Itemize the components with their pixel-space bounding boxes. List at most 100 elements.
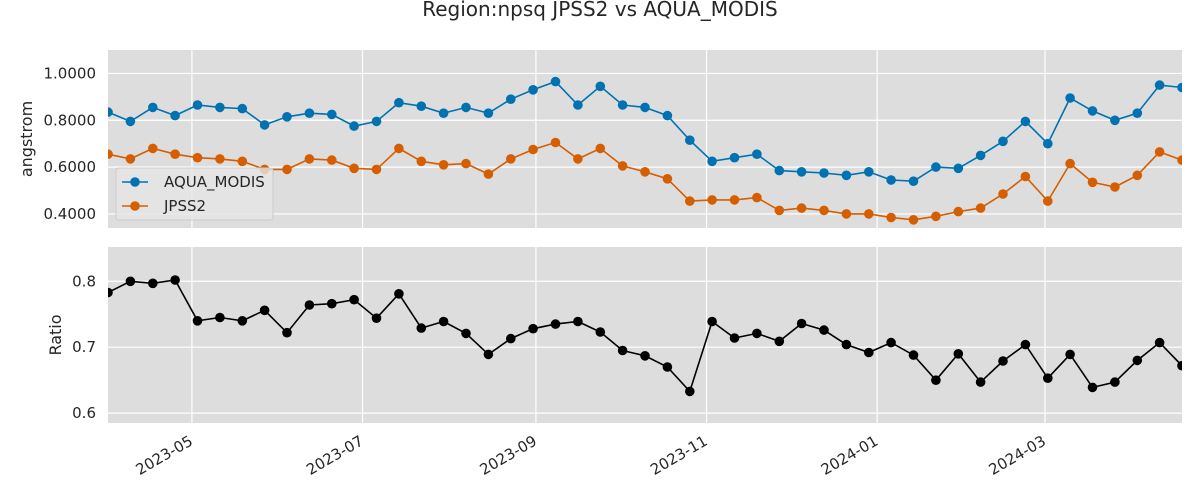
data-point <box>663 174 673 184</box>
data-point <box>685 135 695 145</box>
data-point <box>752 149 762 159</box>
data-point <box>215 154 225 164</box>
data-point <box>596 327 606 337</box>
data-point <box>797 203 807 213</box>
data-point <box>528 145 538 155</box>
data-point <box>372 313 382 323</box>
data-point <box>864 209 874 219</box>
data-point <box>215 313 225 323</box>
data-point <box>1133 108 1143 118</box>
data-point <box>819 206 829 216</box>
y-tick-label: 0.6 <box>72 404 96 422</box>
data-point <box>886 213 896 223</box>
data-point <box>730 153 740 163</box>
data-point <box>573 100 583 110</box>
data-point <box>170 275 180 285</box>
plot-background <box>108 247 1182 423</box>
data-point <box>931 375 941 385</box>
data-point <box>819 168 829 178</box>
data-point <box>752 193 762 203</box>
data-point <box>931 212 941 222</box>
data-point <box>238 104 248 114</box>
data-point <box>775 166 785 176</box>
data-point <box>909 350 919 360</box>
data-point <box>998 137 1008 147</box>
data-point <box>528 85 538 95</box>
data-point <box>1155 80 1165 90</box>
data-point <box>506 334 516 344</box>
data-point <box>193 316 203 326</box>
data-point <box>685 387 695 397</box>
data-point <box>484 108 494 118</box>
data-point <box>842 209 852 219</box>
data-point <box>573 317 583 327</box>
y-tick-label: 1.0000 <box>44 64 97 82</box>
data-point <box>484 169 494 179</box>
data-point <box>439 317 449 327</box>
data-point <box>484 350 494 360</box>
data-point <box>148 279 158 289</box>
data-point <box>551 319 561 329</box>
data-point <box>1177 361 1187 371</box>
data-point <box>1110 116 1120 126</box>
data-point <box>103 107 113 117</box>
data-point <box>439 160 449 170</box>
legend-label: JPSS2 <box>163 197 206 215</box>
data-point <box>170 111 180 121</box>
data-point <box>193 100 203 110</box>
data-point <box>1155 147 1165 157</box>
data-point <box>1110 182 1120 192</box>
data-point <box>1133 356 1143 366</box>
data-point <box>1065 93 1075 103</box>
data-point <box>417 323 427 333</box>
legend-marker <box>130 177 140 187</box>
data-point <box>909 176 919 186</box>
y-tick-label: 0.7 <box>72 338 96 356</box>
data-point <box>349 121 359 131</box>
data-point <box>238 157 248 167</box>
data-point <box>461 329 471 339</box>
x-tick-label: 2023-09 <box>477 432 540 479</box>
data-point <box>573 154 583 164</box>
data-point <box>954 164 964 174</box>
data-point <box>103 149 113 159</box>
data-point <box>260 120 270 130</box>
data-point <box>417 101 427 111</box>
data-point <box>1065 350 1075 360</box>
data-point <box>663 111 673 121</box>
data-point <box>349 295 359 305</box>
data-point <box>864 348 874 358</box>
y-axis-label: angstrom <box>17 101 36 177</box>
data-point <box>1043 196 1053 206</box>
chart-title: Region:npsq JPSS2 vs AQUA_MODIS <box>422 0 777 21</box>
x-tick-label: 2024-03 <box>986 432 1049 479</box>
data-point <box>797 319 807 329</box>
data-point <box>1021 172 1031 182</box>
data-point <box>1177 83 1187 93</box>
data-point <box>1043 373 1053 383</box>
data-point <box>886 175 896 185</box>
data-point <box>439 108 449 118</box>
data-point <box>775 337 785 347</box>
data-point <box>103 288 113 298</box>
data-point <box>260 306 270 316</box>
data-point <box>1088 106 1098 116</box>
data-point <box>282 112 292 122</box>
data-point <box>394 144 404 154</box>
data-point <box>752 329 762 339</box>
data-point <box>327 155 337 165</box>
data-point <box>126 117 136 127</box>
x-tick-label: 2023-05 <box>133 432 196 479</box>
data-point <box>618 100 628 110</box>
data-point <box>663 362 673 372</box>
data-point <box>372 165 382 175</box>
data-point <box>1155 338 1165 348</box>
data-point <box>707 157 717 167</box>
y-tick-label: 0.6000 <box>44 158 97 176</box>
data-point <box>170 149 180 159</box>
data-point <box>551 138 561 148</box>
data-point <box>461 159 471 169</box>
data-point <box>976 151 986 161</box>
